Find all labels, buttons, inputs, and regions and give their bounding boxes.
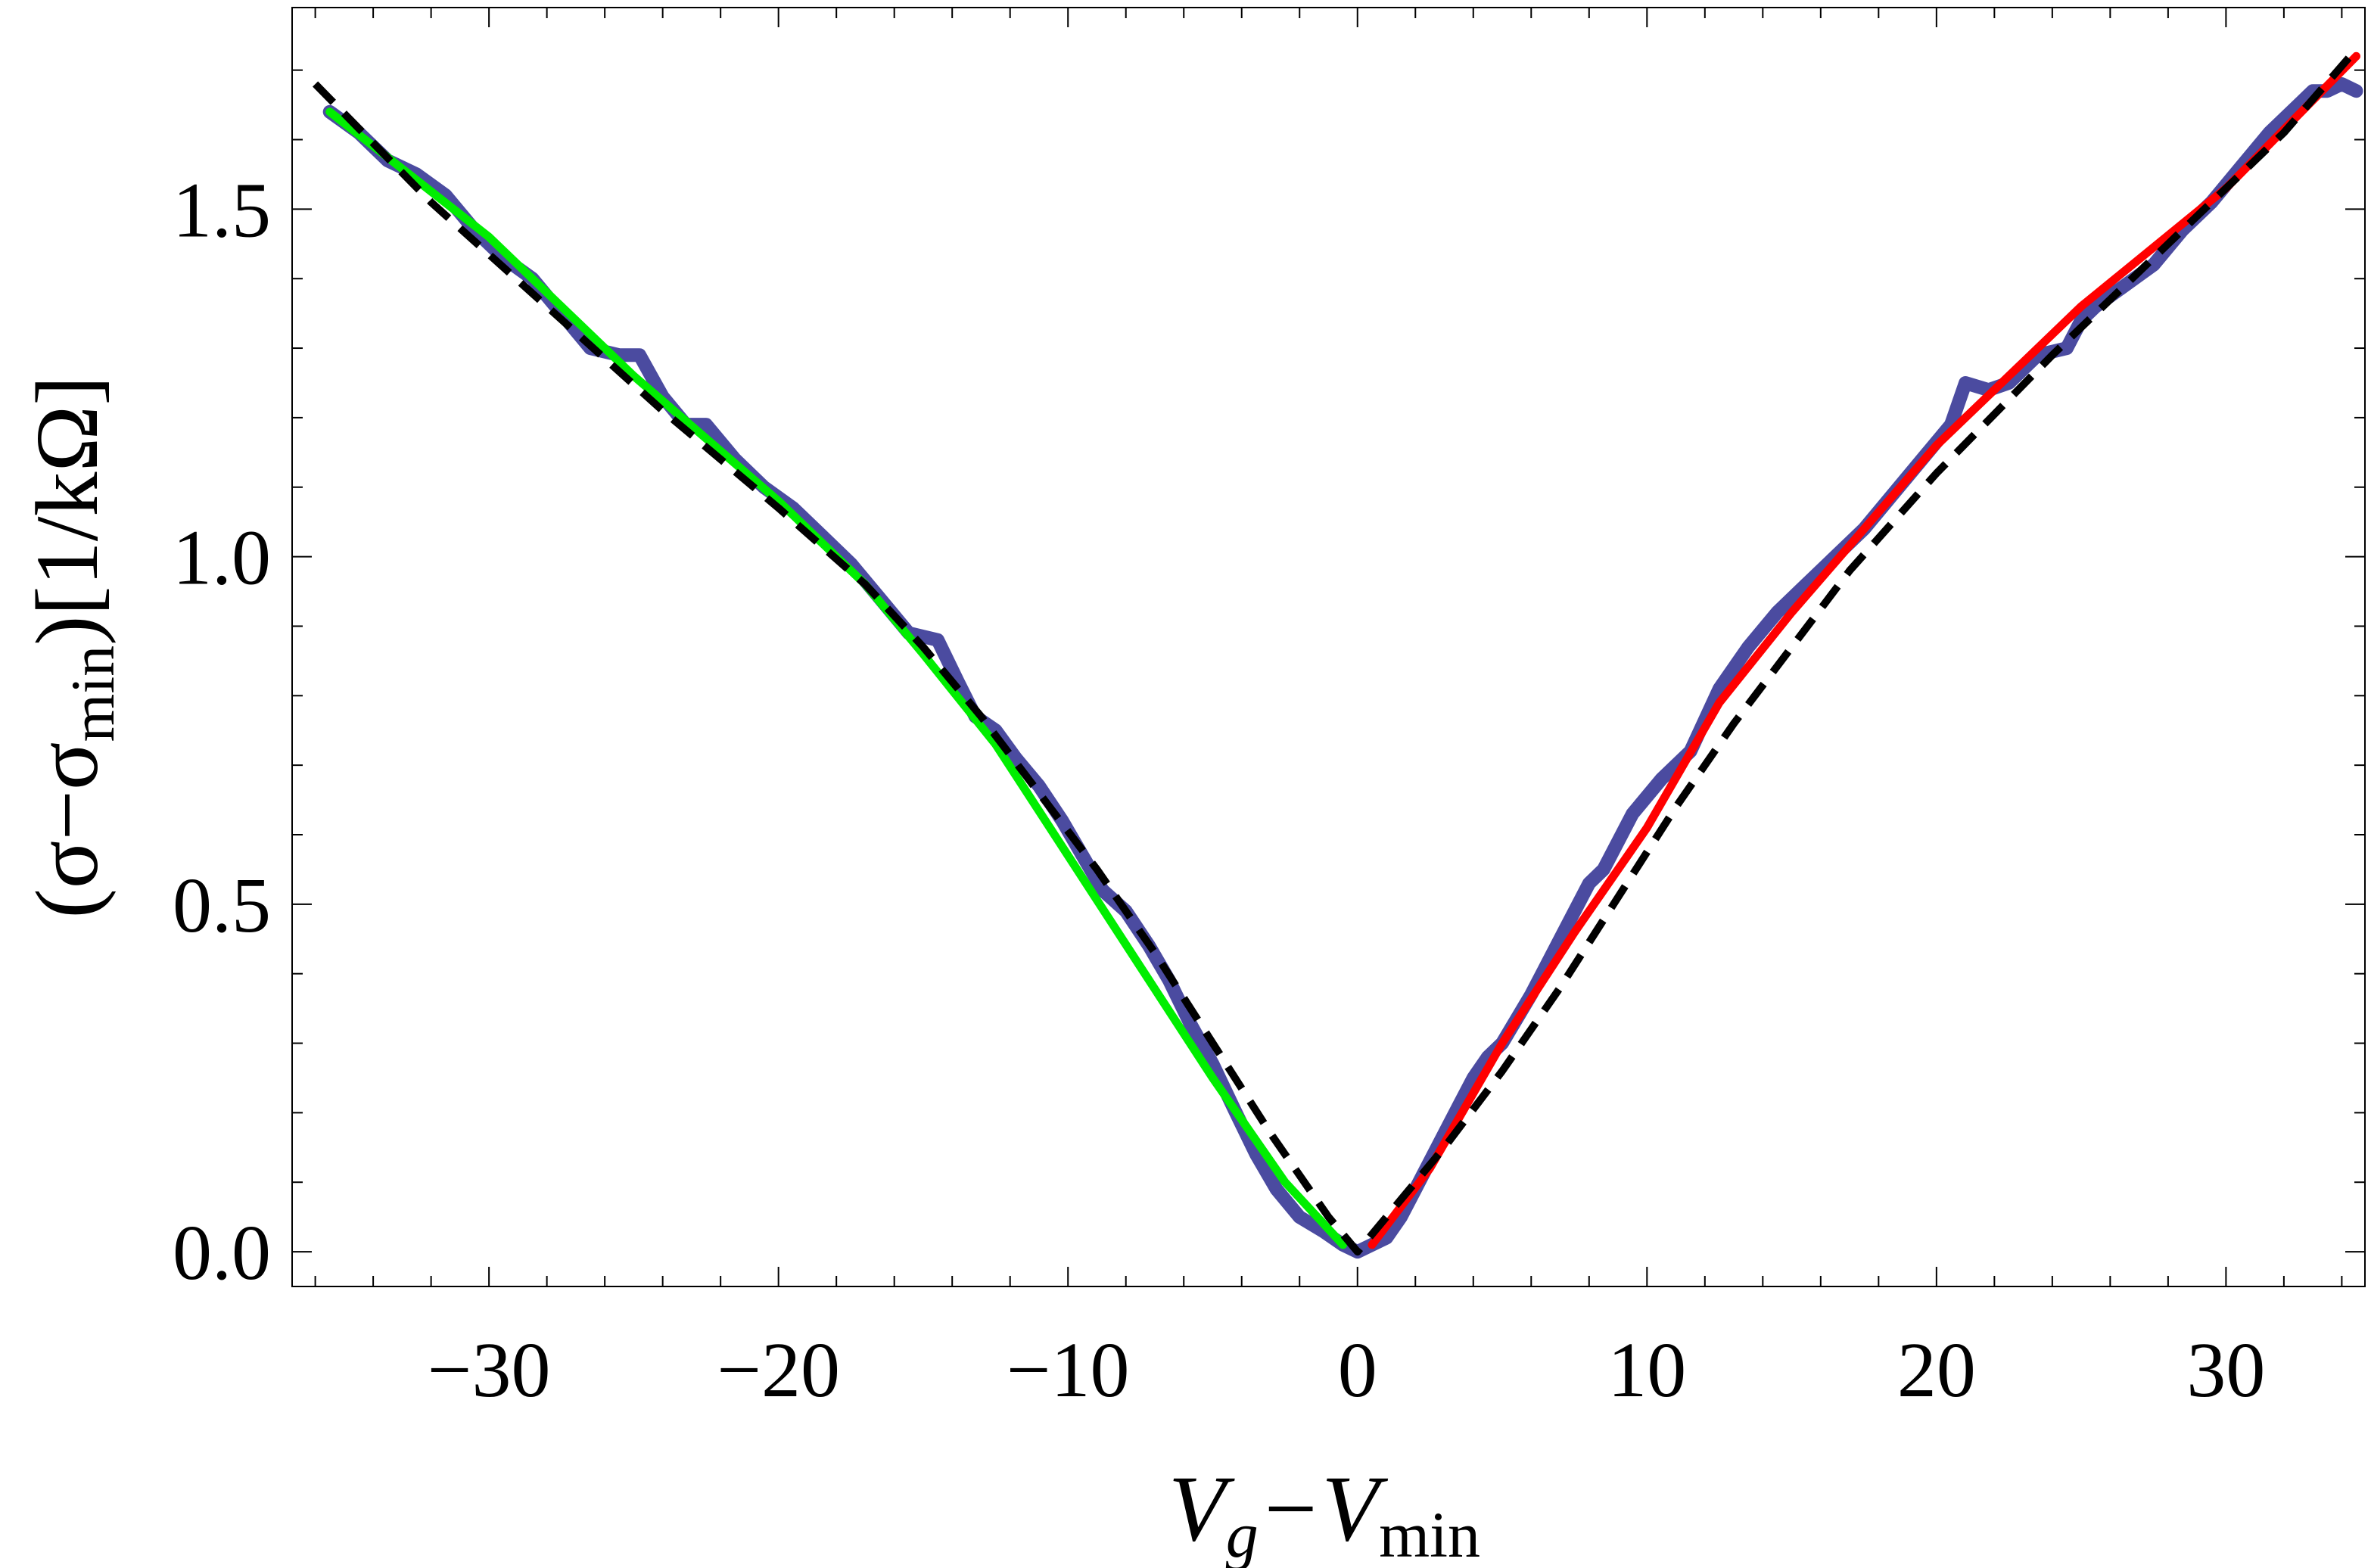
series-line-1 xyxy=(325,107,1348,1249)
axis-ticks xyxy=(292,8,2365,1286)
y-tick-label: 0.5 xyxy=(173,862,271,949)
y-tick-label: 0.0 xyxy=(173,1209,271,1296)
x-tick-label: −20 xyxy=(717,1327,840,1414)
x-tick-label: 30 xyxy=(2186,1327,2265,1414)
x-tick-label: 10 xyxy=(1607,1327,1686,1414)
x-tick-label: 20 xyxy=(1897,1327,1976,1414)
x-tick-label: 0 xyxy=(1338,1327,1377,1414)
tick-labels: −30 −20 −10 0 10 20 30 0.0 0.5 1.0 1.5 xyxy=(173,166,2265,1414)
x-tick-label: −30 xyxy=(428,1327,551,1414)
series-line-2 xyxy=(1368,51,2360,1249)
plot-frame xyxy=(291,7,2366,1287)
series-group xyxy=(313,46,2363,1259)
series-line-0 xyxy=(322,77,2363,1259)
y-axis-title: (σ−σmin)[1/kΩ] xyxy=(17,375,127,918)
series-line-3 xyxy=(313,46,2360,1256)
x-axis-title: Vg−Vmin xyxy=(1168,1457,1480,1568)
y-tick-label: 1.5 xyxy=(173,166,271,254)
x-tick-label: −10 xyxy=(1007,1327,1130,1414)
y-tick-label: 1.0 xyxy=(173,515,271,602)
